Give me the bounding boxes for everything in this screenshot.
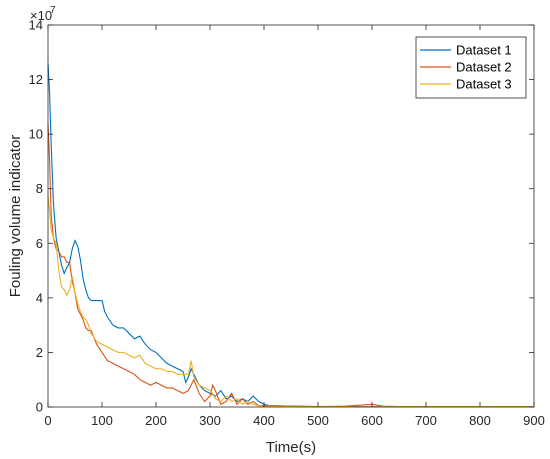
y-tick-label: 2: [36, 345, 43, 360]
y-axis-label: Fouling volume indicator: [7, 135, 24, 298]
x-tick-label: 500: [307, 413, 329, 428]
y-exponent-base: ×10: [30, 8, 52, 23]
y-tick-label: 10: [29, 127, 43, 142]
tick-layer: 0 100 200 300 400 500 600 700 800 900 0 2 4 6 8 10 12 14: [29, 18, 545, 429]
legend-label-2: Dataset 2: [456, 60, 512, 75]
x-tick-label: 900: [523, 413, 545, 428]
x-tick-label: 800: [469, 413, 491, 428]
series-line-1: [47, 63, 534, 408]
series-line-3: [47, 196, 534, 408]
plot-frame: [47, 24, 535, 408]
x-tick-label: 100: [91, 413, 113, 428]
x-axis-label: Time(s): [266, 439, 316, 456]
y-tick-label: 12: [29, 72, 43, 87]
legend-label-1: Dataset 1: [456, 43, 512, 58]
x-tick-label: 0: [44, 413, 51, 428]
legend: Dataset 1 Dataset 2 Dataset 3: [415, 36, 527, 99]
y-exponent-label: ×10 7: [30, 5, 56, 23]
y-tick-label: 0: [36, 400, 43, 415]
series-layer: [47, 63, 534, 408]
x-tick-label: 200: [145, 413, 167, 428]
y-tick-label: 6: [36, 236, 43, 251]
y-exponent-power: 7: [50, 5, 56, 16]
x-tick-label: 600: [361, 413, 383, 428]
y-tick-label: 14: [29, 18, 43, 33]
y-tick-label: 4: [36, 290, 43, 305]
x-tick-label: 300: [199, 413, 221, 428]
legend-label-3: Dataset 3: [456, 77, 512, 92]
y-tick-label: 8: [36, 181, 43, 196]
x-tick-label: 700: [415, 413, 437, 428]
x-tick-label: 400: [253, 413, 275, 428]
